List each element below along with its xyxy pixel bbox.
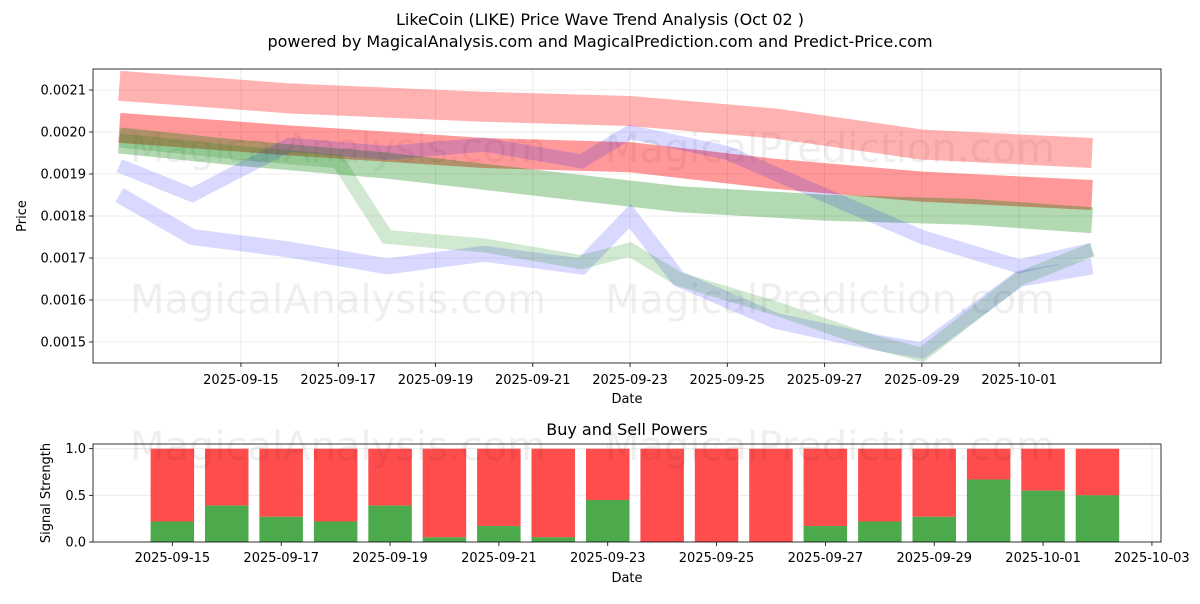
sell-bar (150, 448, 195, 522)
price-plot-area (93, 69, 1161, 363)
sell-bar (858, 448, 902, 522)
signal-x-tick-label: 2025-09-23 (570, 551, 646, 566)
buy-bar (531, 537, 575, 542)
buy-bar (803, 526, 848, 542)
series-line-blue-wave-2 (116, 124, 1094, 274)
series-line-red-band-lower (118, 112, 1093, 210)
buy-bar (477, 526, 521, 542)
buy-bar (1021, 490, 1065, 542)
buy-bar (313, 521, 358, 542)
price-y-tick-label: 0.0015 (41, 336, 87, 351)
price-y-tick-label: 0.0019 (41, 168, 87, 183)
sell-bar (477, 448, 521, 527)
price-x-tick-label: 2025-10-01 (981, 373, 1057, 388)
sell-bar (313, 448, 358, 522)
price-x-tick-label: 2025-09-29 (884, 373, 960, 388)
watermark-analysis: MagicalAnalysis.com (130, 277, 546, 323)
sell-bar (368, 448, 412, 506)
buy-bar (259, 516, 303, 542)
signal-x-axis-label: Date (611, 571, 642, 586)
buy-bar (858, 521, 902, 542)
price-y-ticks: 0.0015 0.0016 0.0017 0.0018 0.0019 0.0020 0.00… (41, 84, 93, 351)
signal-x-tick-label: 2025-10-01 (1005, 551, 1081, 566)
price-x-tick-label: 2025-09-19 (398, 373, 474, 388)
price-grid (93, 69, 1161, 363)
price-x-tick-label: 2025-09-25 (690, 373, 766, 388)
price-x-tick-label: 2025-09-15 (203, 373, 279, 388)
sell-bar (966, 448, 1011, 480)
signal-x-tick-label: 2025-09-27 (788, 551, 864, 566)
series-line-green-wave (118, 133, 1095, 363)
price-y-tick-label: 0.0017 (41, 252, 87, 267)
price-x-tick-label: 2025-09-23 (592, 373, 668, 388)
sell-bar (531, 448, 575, 538)
signal-x-ticks: 2025-09-15 2025-09-17 2025-09-19 2025-09-21… (135, 542, 1190, 566)
price-y-tick-label: 0.0016 (41, 294, 87, 309)
series-line-green-band (117, 127, 1093, 234)
sell-bar (1075, 448, 1120, 496)
sell-bar (205, 448, 249, 506)
buy-bar (966, 479, 1011, 542)
signal-x-tick-label: 2025-09-29 (896, 551, 972, 566)
price-x-axis-label: Date (611, 392, 642, 407)
sell-bar (1021, 448, 1065, 491)
signal-chart-title: Buy and Sell Powers (546, 420, 708, 439)
signal-x-tick-label: 2025-09-15 (135, 551, 211, 566)
signal-bars (150, 448, 1120, 542)
price-y-axis-label: Price (15, 200, 30, 232)
signal-y-tick-label: 0.5 (65, 489, 86, 504)
watermark-prediction: MagicalPrediction.com (605, 424, 1055, 470)
signal-x-tick-label: 2025-09-21 (461, 551, 537, 566)
sell-bar (586, 448, 630, 500)
price-x-tick-label: 2025-09-17 (300, 373, 376, 388)
buy-bar (912, 516, 956, 542)
watermark-analysis: MagicalAnalysis.com (130, 126, 546, 172)
buy-bar (150, 521, 195, 542)
signal-y-tick-label: 0.0 (65, 536, 86, 551)
price-series (115, 70, 1095, 363)
sell-bar (803, 448, 848, 527)
signal-x-tick-label: 2025-10-03 (1114, 551, 1190, 566)
sell-bar (259, 448, 303, 517)
sell-bar (749, 448, 793, 542)
series-line-red-band-upper (118, 70, 1093, 168)
sell-bar (912, 448, 956, 517)
price-y-tick-label: 0.0020 (41, 126, 87, 141)
signal-chart: Buy and Sell Powers MagicalAnalysis.com … (39, 420, 1190, 586)
price-x-tick-label: 2025-09-27 (787, 373, 863, 388)
buy-bar (422, 537, 467, 542)
signal-watermarks: MagicalAnalysis.com MagicalPrediction.co… (130, 424, 1055, 470)
chart-subtitle: powered by MagicalAnalysis.com and Magic… (267, 32, 932, 51)
signal-x-tick-label: 2025-09-19 (352, 551, 428, 566)
watermark-prediction: MagicalPrediction.com (605, 277, 1055, 323)
watermark-analysis: MagicalAnalysis.com (130, 424, 546, 470)
price-chart: MagicalAnalysis.com MagicalPrediction.co… (15, 68, 1162, 407)
buy-bar (586, 500, 630, 542)
price-watermarks: MagicalAnalysis.com MagicalPrediction.co… (130, 126, 1055, 323)
signal-x-tick-label: 2025-09-25 (679, 551, 755, 566)
buy-bar (368, 505, 412, 542)
chart-title: LikeCoin (LIKE) Price Wave Trend Analysi… (396, 10, 804, 29)
price-y-tick-label: 0.0021 (41, 84, 87, 99)
price-x-ticks: 2025-09-15 2025-09-17 2025-09-19 2025-09-21… (203, 363, 1057, 388)
buy-bar (1075, 495, 1120, 542)
sell-bar (422, 448, 467, 538)
buy-bar (205, 505, 249, 542)
sell-bar (694, 448, 739, 542)
price-y-tick-label: 0.0018 (41, 210, 87, 225)
signal-axes-frame (92, 443, 1162, 543)
price-x-tick-label: 2025-09-21 (495, 373, 571, 388)
series-line-blue-wave-1 (115, 188, 1094, 359)
watermark-prediction: MagicalPrediction.com (605, 126, 1055, 172)
sell-bar (640, 448, 684, 542)
signal-y-tick-label: 1.0 (65, 442, 86, 457)
signal-y-ticks: 0.0 0.5 1.0 (65, 442, 93, 551)
signal-y-axis-label: Signal Strength (39, 443, 54, 543)
signal-x-tick-label: 2025-09-17 (243, 551, 319, 566)
